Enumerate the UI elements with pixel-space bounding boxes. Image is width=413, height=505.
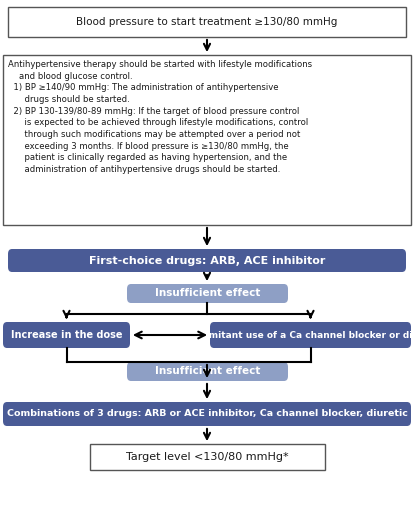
Text: Antihypertensive therapy should be started with lifestyle modifications
    and : Antihypertensive therapy should be start… (8, 60, 311, 174)
FancyBboxPatch shape (209, 322, 410, 348)
FancyBboxPatch shape (8, 7, 405, 37)
FancyBboxPatch shape (3, 322, 130, 348)
Text: Insufficient effect: Insufficient effect (154, 367, 259, 377)
FancyBboxPatch shape (3, 402, 410, 426)
FancyBboxPatch shape (8, 249, 405, 272)
Text: Blood pressure to start treatment ≥130/80 mmHg: Blood pressure to start treatment ≥130/8… (76, 17, 337, 27)
Text: Target level <130/80 mmHg*: Target level <130/80 mmHg* (126, 452, 288, 462)
Text: Combinations of 3 drugs: ARB or ACE inhibitor, Ca channel blocker, diuretic: Combinations of 3 drugs: ARB or ACE inhi… (7, 410, 406, 419)
Text: First-choice drugs: ARB, ACE inhibitor: First-choice drugs: ARB, ACE inhibitor (89, 256, 324, 266)
FancyBboxPatch shape (3, 55, 410, 225)
FancyBboxPatch shape (127, 362, 287, 381)
FancyBboxPatch shape (127, 284, 287, 303)
Text: Insufficient effect: Insufficient effect (154, 288, 259, 298)
FancyBboxPatch shape (90, 444, 324, 470)
Text: Increase in the dose: Increase in the dose (11, 330, 122, 340)
Text: Concomitant use of a Ca channel blocker or diuretic: Concomitant use of a Ca channel blocker … (178, 330, 413, 339)
